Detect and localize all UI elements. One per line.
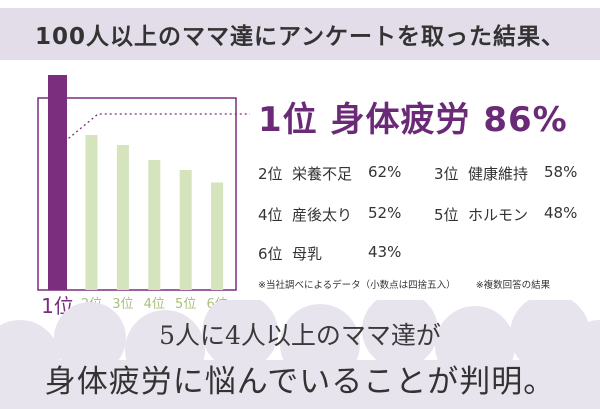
rank-row: 2位 栄養不足 62% 3位 健康維持 58%	[258, 163, 596, 184]
rank-label: 健康維持	[468, 163, 544, 184]
conclusion-line-1: 5人に4人以上のママ達が	[0, 316, 600, 352]
bar-4	[148, 160, 160, 290]
bar-5	[180, 170, 192, 290]
bar-6	[211, 183, 223, 291]
chart-frame	[38, 98, 236, 290]
rank-label: 母乳	[292, 243, 368, 264]
rank-pct: 58%	[544, 163, 596, 184]
bar-1	[48, 75, 67, 290]
source-note: ※当社調べによるデータ（小数点は四捨五入）	[258, 277, 456, 291]
rank-pct: 43%	[368, 243, 420, 264]
bar-2	[86, 135, 98, 290]
rank-number: 2位	[258, 163, 292, 184]
rank-label: 栄養不足	[292, 163, 368, 184]
conclusion-line-2: 身体疲労に悩んでいることが判明。	[0, 356, 600, 401]
rank-row: 6位 母乳 43%	[258, 243, 420, 264]
rank-pct: 62%	[368, 163, 420, 184]
bar-3	[117, 145, 129, 290]
rank-pct: 52%	[368, 204, 420, 225]
top-rank-number: 1位	[258, 100, 318, 140]
top-rank-pct: 86%	[483, 100, 567, 140]
rank-number: 5位	[434, 204, 468, 225]
multiple-answer-note: ※複数回答の結果	[476, 277, 550, 291]
rank-pct: 48%	[544, 204, 596, 225]
rank-number: 6位	[258, 243, 292, 264]
rank-number: 3位	[434, 163, 468, 184]
top-rank: 1位 身体疲労 86%	[258, 92, 588, 141]
footnotes: ※当社調べによるデータ（小数点は四捨五入） ※複数回答の結果	[258, 277, 550, 291]
rank-label: 産後太り	[292, 204, 368, 225]
rank-row: 4位 産後太り 52% 5位 ホルモン 48%	[258, 204, 596, 225]
rank-label: ホルモン	[468, 204, 544, 225]
rank-number: 4位	[258, 204, 292, 225]
top-rank-label: 身体疲労	[331, 100, 471, 140]
